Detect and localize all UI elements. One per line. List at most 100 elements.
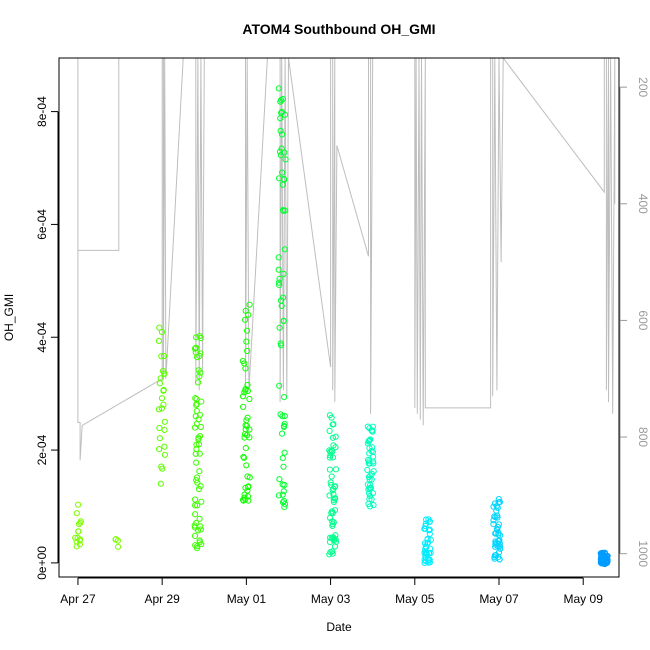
y-axis-label: OH_GMI bbox=[2, 294, 16, 341]
data-point bbox=[328, 447, 335, 454]
data-point bbox=[196, 468, 203, 475]
data-point bbox=[239, 393, 247, 400]
data-point bbox=[422, 558, 429, 565]
data-point bbox=[277, 127, 284, 134]
data-point bbox=[370, 453, 377, 460]
data-point bbox=[326, 412, 333, 419]
data-point bbox=[197, 526, 204, 533]
data-point bbox=[329, 454, 337, 461]
data-point bbox=[278, 342, 285, 349]
data-point bbox=[276, 324, 283, 331]
data-point bbox=[240, 403, 247, 410]
data-point bbox=[244, 381, 251, 389]
data-point bbox=[327, 514, 334, 522]
x-axis-label: Date bbox=[326, 620, 352, 634]
x-tick-label: May 01 bbox=[227, 592, 267, 606]
data-point bbox=[493, 503, 500, 510]
data-point bbox=[422, 525, 429, 532]
data-point bbox=[192, 344, 200, 351]
data-point bbox=[246, 434, 253, 441]
data-point bbox=[242, 426, 249, 433]
data-point bbox=[326, 538, 334, 546]
data-point bbox=[161, 370, 168, 377]
data-point bbox=[280, 488, 287, 495]
x-tick-label: May 05 bbox=[395, 592, 435, 606]
data-point bbox=[279, 430, 286, 437]
y-tick-label: 8e-04 bbox=[35, 96, 49, 127]
data-point bbox=[193, 446, 200, 453]
data-point bbox=[329, 521, 336, 528]
data-point bbox=[246, 301, 253, 308]
y2-tick-label: 800 bbox=[636, 427, 650, 447]
data-point bbox=[196, 515, 203, 522]
x-tick-label: May 03 bbox=[311, 592, 351, 606]
data-point bbox=[277, 98, 284, 105]
data-point bbox=[364, 466, 371, 473]
y2-tick-label: 200 bbox=[636, 77, 650, 97]
data-point bbox=[196, 433, 204, 440]
data-point bbox=[278, 108, 285, 115]
data-point bbox=[242, 496, 249, 503]
data-point bbox=[75, 521, 83, 528]
data-point bbox=[156, 424, 163, 432]
data-point bbox=[275, 254, 282, 261]
y-axis: 0e+00 2e-04 4e-04 6e-04 8e-04 bbox=[35, 96, 59, 580]
data-point bbox=[490, 517, 497, 524]
data-point bbox=[197, 483, 204, 490]
data-point bbox=[366, 493, 374, 500]
data-point bbox=[275, 492, 282, 499]
plot-frame bbox=[58, 57, 620, 578]
data-point bbox=[158, 353, 165, 360]
data-point bbox=[245, 483, 252, 491]
data-point bbox=[161, 443, 168, 450]
data-point bbox=[280, 463, 287, 470]
data-point bbox=[156, 435, 163, 442]
chart-title: ATOM4 Southbound OH_GMI bbox=[242, 21, 435, 37]
data-point bbox=[112, 536, 120, 543]
data-point bbox=[75, 528, 82, 535]
data-point bbox=[494, 514, 501, 521]
data-point bbox=[196, 352, 203, 359]
x-tick-label: Apr 27 bbox=[60, 592, 96, 606]
data-point bbox=[427, 545, 434, 552]
data-point bbox=[197, 350, 204, 357]
data-point bbox=[156, 324, 163, 331]
data-point bbox=[161, 418, 168, 425]
data-point bbox=[193, 396, 200, 403]
data-point bbox=[280, 318, 287, 325]
data-point bbox=[330, 442, 337, 449]
x-axis: Apr 27 Apr 29 May 01 May 03 May 05 May 07 May … bbox=[60, 577, 603, 606]
data-point bbox=[193, 477, 200, 484]
y-tick-label: 0e+00 bbox=[35, 546, 49, 580]
data-point bbox=[194, 502, 201, 509]
data-point bbox=[196, 333, 203, 340]
data-point bbox=[277, 115, 284, 122]
data-point bbox=[280, 175, 287, 183]
data-point bbox=[280, 497, 288, 505]
data-point bbox=[244, 327, 251, 334]
data-point bbox=[196, 450, 203, 457]
data-point bbox=[330, 498, 337, 505]
data-point bbox=[198, 541, 205, 548]
data-point bbox=[330, 421, 337, 428]
data-point bbox=[369, 427, 376, 434]
data-point bbox=[328, 481, 335, 489]
data-point bbox=[598, 557, 605, 564]
data-point bbox=[370, 502, 377, 509]
data-point bbox=[366, 476, 373, 483]
data-point bbox=[331, 507, 339, 514]
data-point bbox=[191, 424, 199, 431]
data-point bbox=[327, 479, 334, 486]
data-point bbox=[328, 508, 336, 515]
data-point bbox=[192, 496, 199, 503]
data-point bbox=[191, 532, 199, 540]
data-point bbox=[155, 337, 162, 344]
data-point bbox=[426, 530, 433, 538]
data-point bbox=[198, 498, 205, 505]
data-point bbox=[242, 445, 249, 452]
pressure-trace-line bbox=[77, 56, 616, 461]
data-point bbox=[276, 275, 283, 282]
data-point bbox=[332, 466, 340, 473]
scatter-points-layer bbox=[72, 85, 611, 568]
data-point bbox=[326, 454, 333, 461]
